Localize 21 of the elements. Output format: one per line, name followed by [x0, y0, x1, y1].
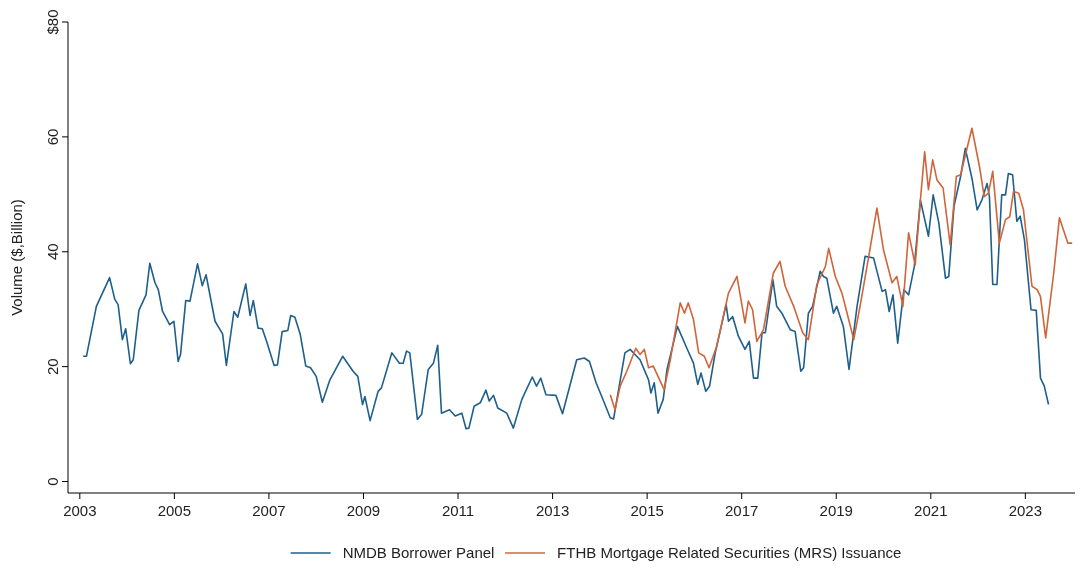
x-tick-label: 2003	[63, 502, 97, 519]
x-tick-label: 2007	[252, 502, 286, 519]
x-tick-label: 2023	[1008, 502, 1043, 519]
x-tick-label: 2011	[441, 502, 475, 519]
x-tick-label: 2017	[725, 502, 759, 519]
y-tick-label: 60	[44, 128, 61, 146]
x-tick-label: 2015	[630, 502, 664, 519]
legend-label: FTHB Mortgage Related Securities (MRS) Issuance	[557, 544, 902, 561]
y-axis-title: Volume ($,Billion)	[8, 199, 25, 316]
y-tick-label: $80	[44, 9, 61, 35]
line-series	[82, 147, 1050, 430]
legend-label: NMDB Borrower Panel	[342, 544, 495, 561]
y-tick-label: 40	[44, 243, 61, 261]
x-tick-label: 2013	[535, 502, 570, 519]
y-tick-label: 0	[44, 477, 61, 486]
line-series	[609, 127, 1073, 411]
x-tick-label: 2009	[346, 502, 381, 519]
x-tick-label: 2005	[157, 502, 192, 519]
x-tick-label: 2019	[819, 502, 853, 519]
y-tick-label: 20	[44, 358, 61, 375]
x-tick-label: 2021	[914, 502, 948, 519]
